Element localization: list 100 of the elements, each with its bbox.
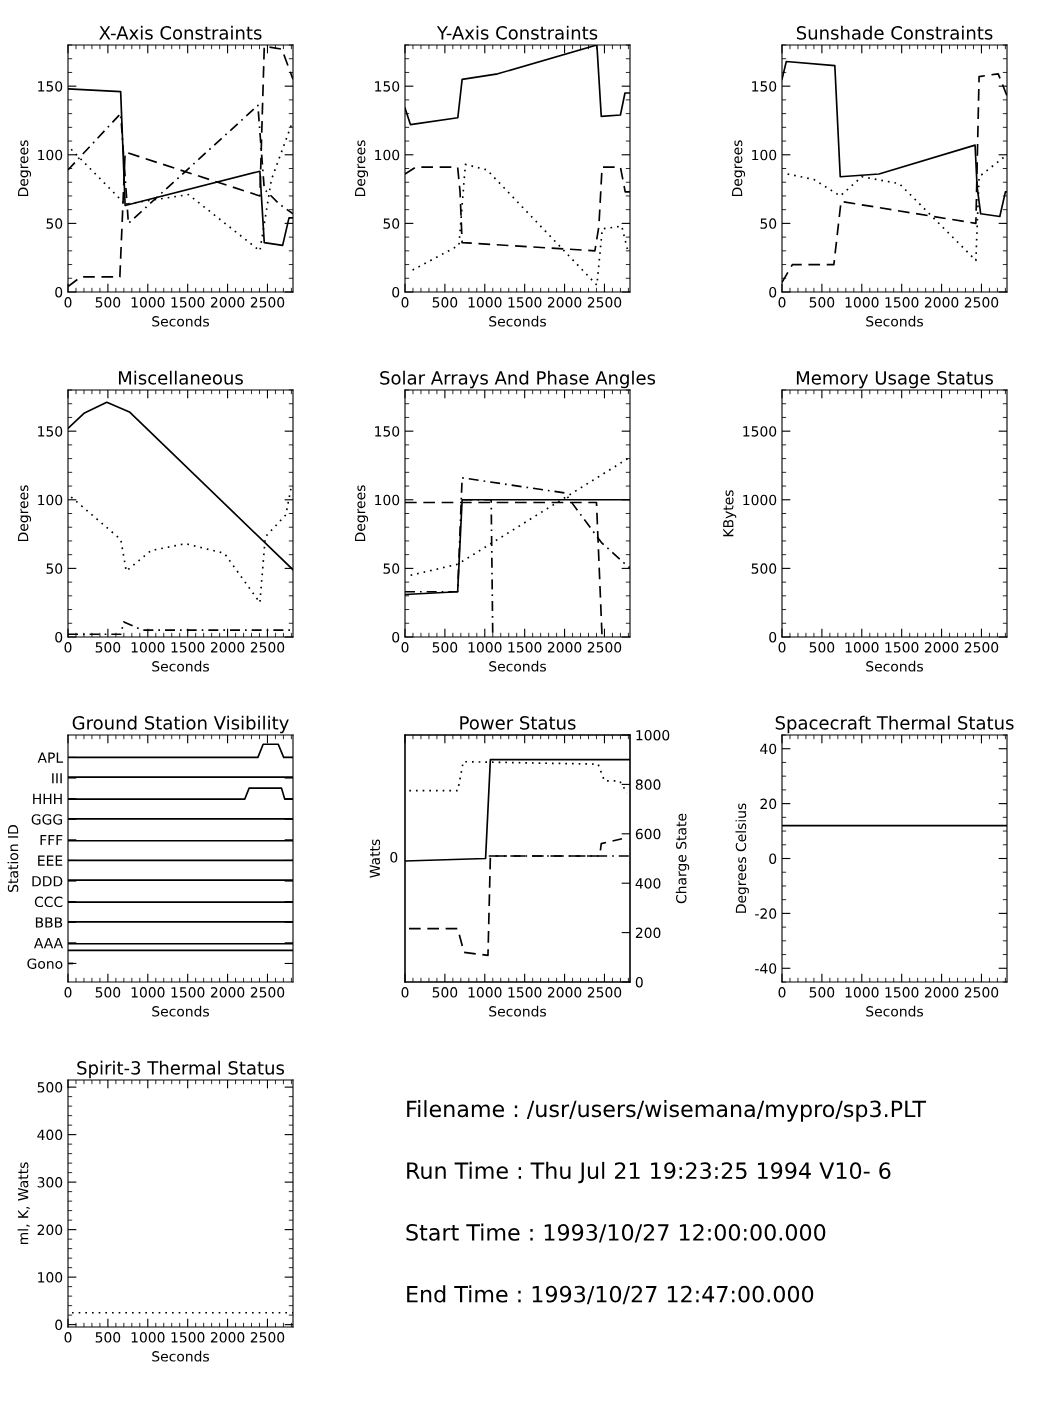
y-tick-label: 0 bbox=[392, 631, 400, 643]
chart-title: Power Status bbox=[460, 716, 576, 730]
x-tick-label: 2000 bbox=[924, 297, 959, 308]
x-tick-label: 1000 bbox=[468, 642, 502, 653]
y-tick-label: 150 bbox=[375, 426, 400, 437]
y2-tick-label: 1000 bbox=[636, 729, 670, 741]
y-axis-title: KBytes bbox=[723, 490, 737, 537]
y2-tick-label: 800 bbox=[635, 779, 661, 790]
x-tick-label: 1500 bbox=[885, 642, 919, 653]
x-tick-label: 500 bbox=[95, 642, 121, 653]
y2-axis-title: Charge State bbox=[675, 813, 690, 904]
y-axis-title: Watts bbox=[369, 839, 381, 878]
x-axis-title: Seconds bbox=[866, 1005, 923, 1017]
y-tick-label: 0 bbox=[769, 631, 777, 643]
y-axis-title: ml, K, Watts bbox=[17, 1162, 30, 1245]
x-tick-label: 2500 bbox=[964, 642, 999, 653]
y-axis-title: Degrees bbox=[732, 140, 746, 197]
x-axis-title: Seconds bbox=[152, 315, 209, 327]
x-tick-label: 1000 bbox=[845, 297, 879, 308]
text: Start Time : 1993/10/27 12:00:00.000 bbox=[406, 1223, 826, 1243]
x-tick-label: 2000 bbox=[924, 642, 959, 653]
x-tick-label: 2000 bbox=[210, 1332, 245, 1343]
y2-tick-label: 200 bbox=[635, 927, 661, 939]
x-axis-title: Seconds bbox=[489, 315, 546, 327]
x-tick-label: 0 bbox=[64, 642, 72, 653]
y-axis-title: Degrees bbox=[355, 140, 369, 197]
y-axis-title: Degrees bbox=[18, 485, 32, 542]
y2-tick-label: 600 bbox=[635, 828, 661, 840]
y-tick-label: 0 bbox=[769, 853, 777, 864]
x-tick-label: 500 bbox=[809, 642, 835, 653]
category-label: GGG bbox=[31, 814, 62, 825]
chart-title: Spirit-3 Thermal Status bbox=[77, 1060, 285, 1079]
x-tick-label: 0 bbox=[778, 642, 786, 653]
x-tick-label: 1000 bbox=[845, 987, 879, 998]
y-tick-label: 0 bbox=[392, 286, 400, 298]
x-tick-label: 0 bbox=[401, 297, 409, 308]
x-tick-label: 2000 bbox=[547, 642, 582, 653]
x-tick-label: 2000 bbox=[210, 642, 245, 653]
x-tick-label: 2000 bbox=[210, 297, 245, 308]
y-tick-label: -20 bbox=[755, 908, 777, 919]
y-tick-label: 0 bbox=[55, 1319, 63, 1331]
x-tick-label: 500 bbox=[809, 297, 835, 308]
y-tick-label: 20 bbox=[760, 798, 777, 810]
x-tick-label: 500 bbox=[432, 642, 458, 653]
x-tick-label: 2500 bbox=[250, 1332, 285, 1343]
x-tick-label: 1500 bbox=[171, 297, 205, 308]
y-tick-label: 50 bbox=[760, 218, 777, 229]
category-label: BBB bbox=[35, 917, 63, 928]
x-tick-label: 1000 bbox=[131, 987, 165, 998]
x-tick-label: 1000 bbox=[131, 642, 165, 653]
x-tick-label: 1500 bbox=[171, 1332, 205, 1343]
x-tick-label: 2000 bbox=[924, 987, 959, 998]
x-tick-label: 500 bbox=[432, 297, 458, 308]
y-tick-label: 0 bbox=[55, 631, 63, 643]
x-tick-label: 500 bbox=[432, 987, 458, 998]
y-tick-label: 150 bbox=[38, 81, 63, 92]
y2-tick-label: 0 bbox=[635, 976, 643, 988]
y-tick-label: 50 bbox=[383, 218, 400, 229]
x-tick-label: 2500 bbox=[587, 642, 622, 653]
x-tick-label: 1500 bbox=[508, 642, 542, 653]
x-tick-label: 1500 bbox=[171, 642, 205, 653]
x-tick-label: 1500 bbox=[885, 297, 919, 308]
x-tick-label: 1000 bbox=[468, 987, 502, 998]
x-tick-label: 0 bbox=[64, 987, 72, 998]
chart-title: Sunshade Constraints bbox=[796, 25, 993, 40]
category-label: EEE bbox=[38, 855, 63, 866]
y-tick-label: 100 bbox=[752, 149, 777, 161]
y-axis-title: Station ID bbox=[7, 825, 19, 892]
x-tick-label: 0 bbox=[778, 987, 786, 998]
category-label: AAA bbox=[33, 938, 64, 949]
x-tick-label: 2000 bbox=[210, 987, 245, 998]
x-tick-label: 500 bbox=[95, 1332, 121, 1343]
x-tick-label: 1000 bbox=[845, 642, 879, 653]
y-tick-label: 150 bbox=[752, 81, 777, 92]
x-tick-label: 1000 bbox=[131, 1332, 165, 1343]
y-tick-label: 0 bbox=[55, 286, 63, 298]
x-tick-label: 1500 bbox=[508, 297, 542, 308]
x-tick-label: 500 bbox=[95, 297, 121, 308]
chart-title: Miscellaneous bbox=[118, 370, 243, 385]
x-tick-label: 2000 bbox=[547, 297, 582, 308]
y-axis-title: Degrees bbox=[355, 485, 369, 542]
category-label: HHH bbox=[33, 793, 62, 804]
x-axis-title: Seconds bbox=[866, 660, 923, 672]
y-tick-label: 1000 bbox=[743, 494, 777, 506]
x-tick-label: 0 bbox=[778, 297, 786, 308]
text: Filename : /usr/users/wisemana/mypro/sp3.PLT bbox=[407, 1100, 927, 1122]
x-tick-label: 2500 bbox=[250, 642, 285, 653]
chart-title: X-Axis Constraints bbox=[99, 25, 262, 40]
x-tick-label: 1500 bbox=[885, 987, 919, 998]
y-tick-label: 50 bbox=[46, 218, 63, 229]
x-axis-title: Seconds bbox=[152, 1350, 209, 1362]
y-tick-label: 300 bbox=[37, 1177, 63, 1188]
x-tick-label: 2500 bbox=[587, 987, 622, 998]
x-tick-label: 1500 bbox=[171, 987, 205, 998]
x-tick-label: 2500 bbox=[587, 297, 622, 308]
y-tick-label: 40 bbox=[760, 743, 777, 755]
y-tick-label: 150 bbox=[375, 81, 400, 92]
x-tick-label: 1000 bbox=[131, 297, 165, 308]
y-tick-label: 200 bbox=[37, 1224, 63, 1236]
chart-title: Spacecraft Thermal Status bbox=[775, 715, 1014, 734]
